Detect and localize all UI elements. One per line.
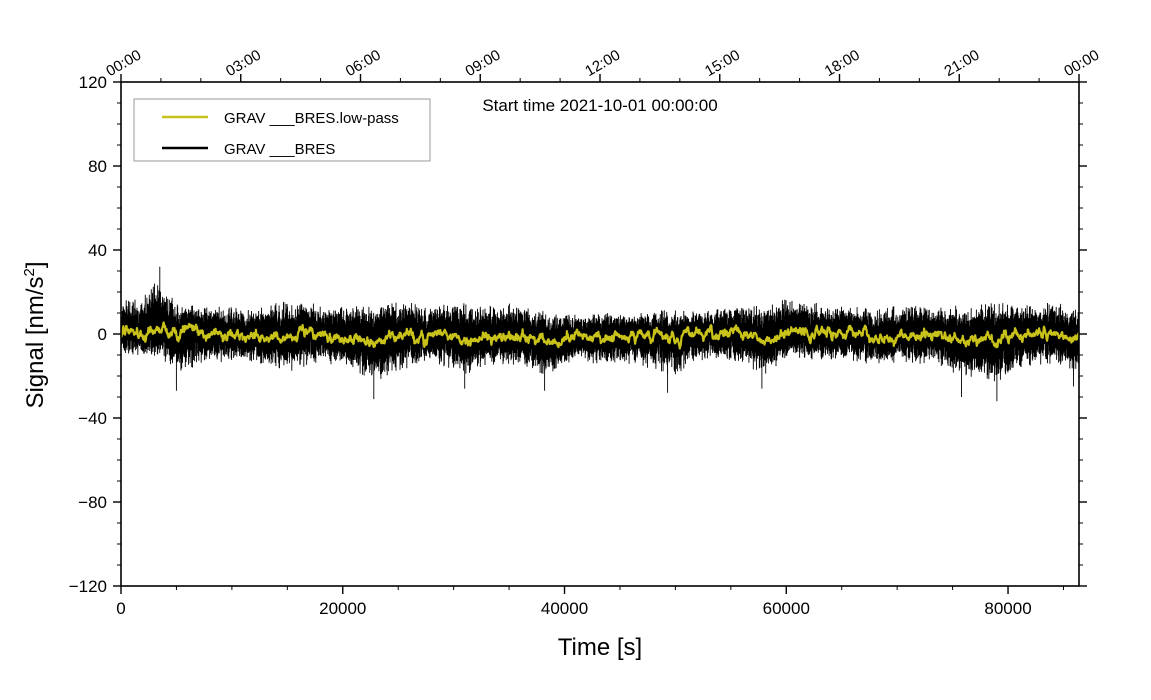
x-tick-label: 40000 [541,599,588,618]
top-tick-label: 18:00 [822,47,863,80]
y-tick-label: 0 [98,325,107,344]
y-axis-label-main: Signal [nm/s [22,276,49,408]
x-tick-label: 60000 [763,599,810,618]
x-tick-label: 80000 [984,599,1031,618]
y-axis-label-end: ] [22,261,49,268]
y-tick-label: −40 [78,409,107,428]
top-tick-label: 03:00 [223,47,264,80]
top-tick-label: 12:00 [582,47,623,80]
x-axis-label: Time [s] [558,634,642,661]
top-tick-label: 06:00 [343,47,384,80]
y-tick-label: 40 [88,241,107,260]
y-tick-label: −80 [78,493,107,512]
chart-title: Start time 2021-10-01 00:00:00 [482,96,717,115]
y-axis-label-superscript: 2 [21,268,38,276]
axes-layer: −120 −80 −40 0 40 80 120 0 20000 40000 60000 80000 0… [69,47,1103,618]
top-tick-label: 00:00 [1061,47,1102,80]
top-tick-label: 21:00 [941,47,982,80]
legend: GRAV ___BRES.low-pass GRAV ___BRES [133,98,431,162]
top-tick-label: 09:00 [462,47,503,80]
legend-label-raw: GRAV ___BRES [224,141,335,158]
y-tick-label: 80 [88,157,107,176]
top-tick-label: 15:00 [702,47,743,80]
y-axis-label: Signal [nm/s2] [21,261,49,408]
x-tick-label: 20000 [319,599,366,618]
top-tick-label: 00:00 [103,47,144,80]
x-tick-label: 0 [116,599,125,618]
legend-label-low-pass: GRAV ___BRES.low-pass [224,110,399,127]
series-low-pass-line [119,321,1081,350]
y-tick-label: −120 [69,577,107,596]
signal-layer [119,266,1081,402]
y-tick-label: 120 [79,73,107,92]
legend-box [133,98,431,162]
